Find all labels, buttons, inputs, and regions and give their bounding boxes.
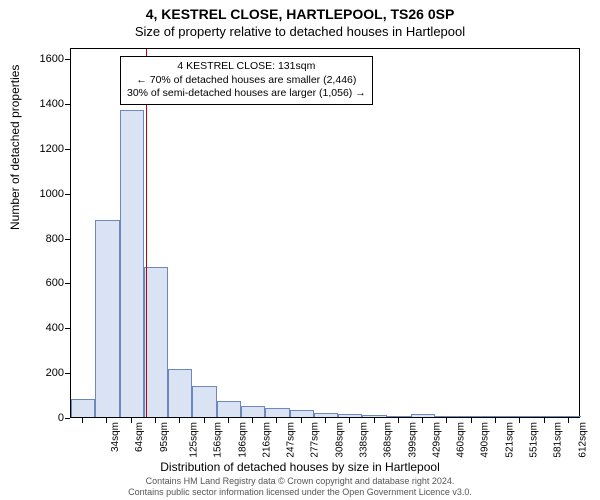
x-tick-label: 521sqm (504, 422, 515, 458)
x-tick-label: 95sqm (159, 422, 170, 452)
histogram-bar (338, 414, 362, 417)
histogram-bar (387, 416, 411, 417)
footer-line-1: Contains HM Land Registry data © Crown c… (0, 476, 600, 487)
x-tick-mark (106, 418, 107, 423)
y-tick-label: 1600 (24, 53, 64, 65)
x-tick-mark (471, 418, 472, 423)
x-tick-label: 216sqm (261, 422, 272, 458)
y-tick-label: 600 (24, 277, 64, 289)
y-tick-mark (65, 373, 70, 374)
x-tick-mark (519, 418, 520, 423)
x-tick-mark (204, 418, 205, 423)
y-tick-mark (65, 418, 70, 419)
x-axis-label: Distribution of detached houses by size … (0, 460, 600, 474)
x-tick-label: 186sqm (237, 422, 248, 458)
x-tick-label: 460sqm (456, 422, 467, 458)
x-tick-mark (301, 418, 302, 423)
histogram-bar (362, 415, 386, 417)
histogram-bar (460, 416, 484, 417)
y-tick-label: 1200 (24, 143, 64, 155)
histogram-bar (484, 416, 508, 417)
histogram-bar (144, 267, 168, 417)
histogram-bar (290, 410, 314, 417)
annotation-line-1: 4 KESTREL CLOSE: 131sqm (127, 60, 366, 74)
histogram-bar (314, 413, 338, 417)
y-tick-label: 1000 (24, 188, 64, 200)
histogram-bar (532, 416, 556, 417)
x-tick-label: 551sqm (529, 422, 540, 458)
histogram-bar (217, 401, 241, 417)
x-tick-mark (179, 418, 180, 423)
annotation-box: 4 KESTREL CLOSE: 131sqm ← 70% of detache… (120, 56, 373, 105)
x-tick-mark (544, 418, 545, 423)
histogram-bar (168, 369, 192, 417)
y-tick-mark (65, 283, 70, 284)
x-tick-mark (446, 418, 447, 423)
annotation-line-2: ← 70% of detached houses are smaller (2,… (127, 74, 366, 88)
histogram-bar (120, 110, 144, 417)
y-tick-mark (65, 104, 70, 105)
x-tick-label: 125sqm (189, 422, 200, 458)
x-tick-mark (131, 418, 132, 423)
y-axis-label: Number of detached properties (8, 65, 22, 230)
y-tick-label: 1400 (24, 98, 64, 110)
histogram-bar (265, 408, 289, 417)
y-tick-mark (65, 59, 70, 60)
x-tick-mark (325, 418, 326, 423)
x-tick-label: 247sqm (286, 422, 297, 458)
x-tick-label: 612sqm (577, 422, 588, 458)
x-tick-mark (398, 418, 399, 423)
x-tick-mark (374, 418, 375, 423)
histogram-bar (557, 416, 581, 417)
annotation-line-3: 30% of semi-detached houses are larger (… (127, 87, 366, 101)
y-tick-label: 0 (24, 412, 64, 424)
x-tick-mark (228, 418, 229, 423)
x-tick-label: 64sqm (134, 422, 145, 452)
footer-attribution: Contains HM Land Registry data © Crown c… (0, 476, 600, 498)
x-tick-label: 581sqm (553, 422, 564, 458)
histogram-bar (508, 416, 532, 417)
x-tick-label: 277sqm (310, 422, 321, 458)
y-tick-mark (65, 328, 70, 329)
x-tick-label: 490sqm (480, 422, 491, 458)
histogram-bar (411, 414, 435, 417)
y-tick-mark (65, 149, 70, 150)
x-tick-mark (252, 418, 253, 423)
y-tick-mark (65, 194, 70, 195)
x-tick-label: 338sqm (359, 422, 370, 458)
footer-line-2: Contains public sector information licen… (0, 487, 600, 498)
x-tick-label: 308sqm (334, 422, 345, 458)
x-tick-mark (568, 418, 569, 423)
y-tick-label: 800 (24, 233, 64, 245)
x-tick-label: 156sqm (213, 422, 224, 458)
histogram-bar (95, 220, 119, 417)
y-tick-label: 200 (24, 367, 64, 379)
x-tick-label: 368sqm (383, 422, 394, 458)
y-tick-mark (65, 239, 70, 240)
chart-title: 4, KESTREL CLOSE, HARTLEPOOL, TS26 0SP (0, 6, 600, 22)
histogram-bar (71, 399, 95, 417)
x-tick-mark (155, 418, 156, 423)
x-tick-label: 34sqm (110, 422, 121, 452)
x-tick-mark (276, 418, 277, 423)
y-tick-label: 400 (24, 322, 64, 334)
x-tick-mark (422, 418, 423, 423)
histogram-bar (241, 406, 265, 417)
x-tick-label: 429sqm (431, 422, 442, 458)
histogram-bar (435, 416, 459, 417)
histogram-bar (192, 386, 216, 417)
x-tick-mark (349, 418, 350, 423)
x-tick-mark (82, 418, 83, 423)
x-tick-label: 399sqm (407, 422, 418, 458)
x-tick-mark (495, 418, 496, 423)
chart-subtitle: Size of property relative to detached ho… (0, 24, 600, 39)
